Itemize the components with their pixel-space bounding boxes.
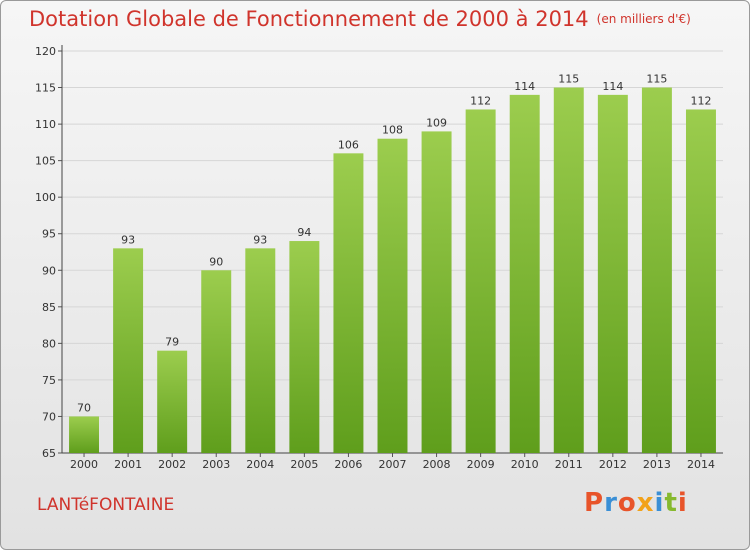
y-tick-label: 100 <box>35 191 56 204</box>
x-tick-label: 2008 <box>423 458 451 471</box>
logo-letter: i <box>654 488 665 518</box>
x-tick-label: 2001 <box>114 458 142 471</box>
bar-value-label: 109 <box>426 116 447 129</box>
y-tick-labels: 65 70 75 80 85 90 95 100 105 110 115 120 <box>35 45 56 460</box>
chart-title: Dotation Globale de Fonctionnement de 20… <box>29 7 691 31</box>
bars <box>69 87 716 454</box>
bar <box>553 87 584 453</box>
x-tick-label: 2002 <box>158 458 186 471</box>
y-tick-label: 90 <box>42 264 56 277</box>
y-tick-label: 105 <box>35 155 56 168</box>
logo-letter: x <box>636 488 655 518</box>
y-tick-label: 80 <box>42 337 56 350</box>
bar-value-label: 93 <box>121 233 135 246</box>
bar <box>201 270 232 453</box>
bar <box>421 131 452 453</box>
x-tick-label: 2011 <box>555 458 583 471</box>
y-tick-label: 70 <box>42 410 56 423</box>
bar-value-label: 112 <box>690 94 711 107</box>
x-tick-label: 2005 <box>290 458 318 471</box>
logo-letter: o <box>617 488 637 518</box>
y-tick-label: 120 <box>35 45 56 58</box>
bar-value-label: 114 <box>602 80 623 93</box>
y-tick-label: 110 <box>35 118 56 131</box>
bar <box>685 109 716 454</box>
x-tick-label: 2009 <box>467 458 495 471</box>
x-tick-label: 2013 <box>643 458 671 471</box>
x-tick-labels: 2000 2001 2002 2003 2004 2005 2006 2007 2008 2009… <box>70 453 715 471</box>
bar-value-label: 79 <box>165 336 179 349</box>
bar-value-label: 114 <box>514 80 535 93</box>
bar <box>465 109 496 454</box>
y-tick-label: 85 <box>42 301 56 314</box>
bar-value-label: 94 <box>297 226 311 239</box>
bar-value-label: 93 <box>253 233 267 246</box>
bar-value-label: 115 <box>646 73 667 86</box>
bar-value-label: 112 <box>470 94 491 107</box>
bar <box>69 416 100 453</box>
bar <box>113 248 144 453</box>
bar-value-label: 115 <box>558 73 579 86</box>
commune-name: LANTéFONTAINE <box>37 495 175 515</box>
logo-letter: P <box>584 488 605 518</box>
bar <box>509 94 540 453</box>
title-text: Dotation Globale de Fonctionnement de 20… <box>29 7 589 31</box>
unit-note: (en milliers d'€) <box>596 12 691 26</box>
bar-value-label: 106 <box>338 138 359 151</box>
x-tick-label: 2014 <box>687 458 715 471</box>
bar <box>289 241 320 453</box>
value-labels: 70 93 79 90 93 94 106 108 109 112 114 115 114 115 112 <box>77 73 711 415</box>
y-tick-label: 115 <box>35 82 56 95</box>
bar-value-label: 108 <box>382 124 403 137</box>
x-tick-label: 2004 <box>246 458 274 471</box>
logo-letter: t <box>664 488 678 518</box>
x-tick-label: 2003 <box>202 458 230 471</box>
bar <box>597 94 628 453</box>
bar <box>333 153 364 453</box>
logo-letter: i <box>677 488 688 518</box>
y-tick-label: 75 <box>42 374 56 387</box>
x-tick-label: 2006 <box>334 458 362 471</box>
bar <box>641 87 672 453</box>
bar-value-label: 70 <box>77 401 91 414</box>
bar-value-label: 90 <box>209 255 223 268</box>
bar <box>157 350 188 453</box>
x-tick-label: 2010 <box>511 458 539 471</box>
bar <box>377 138 408 453</box>
y-tick-label: 95 <box>42 228 56 241</box>
proxiti-logo: Proxiti <box>584 488 688 518</box>
bar <box>245 248 276 453</box>
y-tick-label: 65 <box>42 447 56 460</box>
x-tick-label: 2012 <box>599 458 627 471</box>
x-tick-label: 2007 <box>379 458 407 471</box>
x-tick-label: 2000 <box>70 458 98 471</box>
logo-letter: r <box>604 488 618 518</box>
